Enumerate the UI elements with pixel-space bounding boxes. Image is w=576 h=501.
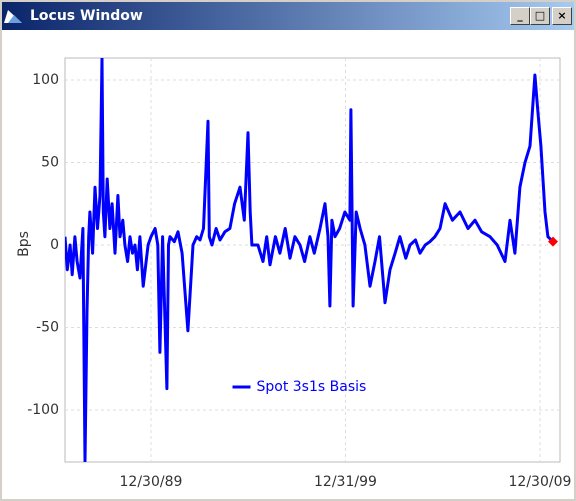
y-tick-label: 100	[32, 72, 59, 88]
x-tick-label: 12/30/89	[120, 474, 183, 490]
x-tick-label: 12/31/99	[314, 474, 377, 490]
legend-label: Spot 3s1s Basis	[257, 379, 367, 395]
y-tick-label: -100	[27, 402, 59, 418]
maximize-button[interactable]: □	[530, 7, 550, 25]
minimize-button[interactable]: _	[510, 7, 530, 25]
y-tick-label: 0	[50, 237, 59, 253]
last-point-marker	[547, 236, 558, 247]
chart: Bps 100 50 0 -50 -100 12/30/89 12/31/99 12/30/0…	[2, 30, 574, 499]
y-axis-label: Bps	[16, 231, 32, 257]
app-icon	[4, 10, 22, 23]
window-title: Locus Window	[30, 8, 143, 24]
series-line	[65, 58, 555, 462]
close-button[interactable]: ×	[552, 7, 572, 25]
title-bar: Locus Window _ □ ×	[2, 2, 574, 30]
y-tick-label: -50	[36, 319, 59, 335]
y-tick-label: 50	[41, 154, 59, 170]
x-tick-label: 12/30/09	[509, 474, 572, 490]
